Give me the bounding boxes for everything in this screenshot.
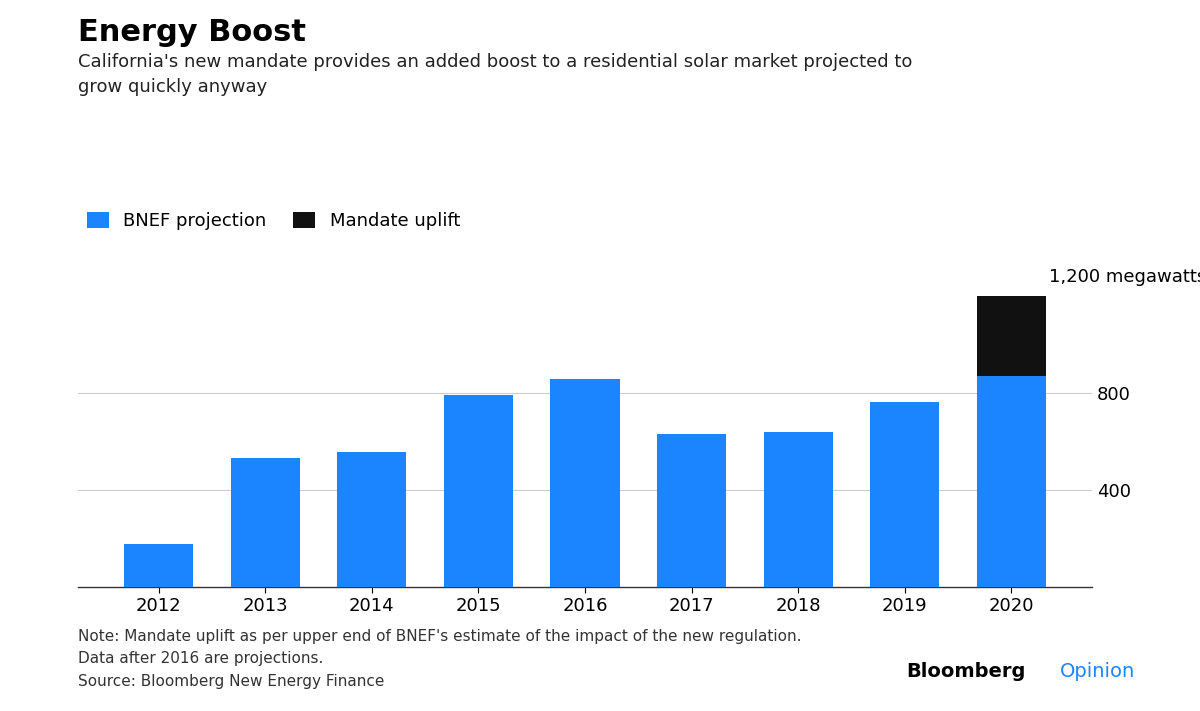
Text: Note: Mandate uplift as per upper end of BNEF's estimate of the impact of the ne: Note: Mandate uplift as per upper end of…: [78, 629, 802, 689]
Bar: [977, 376, 1046, 587]
Text: Energy Boost: Energy Boost: [78, 18, 306, 47]
Text: California's new mandate provides an added boost to a residential solar market p: California's new mandate provides an add…: [78, 53, 912, 96]
Bar: [763, 432, 833, 587]
Text: Bloomberg: Bloomberg: [906, 662, 1025, 681]
Bar: [977, 296, 1046, 376]
Legend: BNEF projection, Mandate uplift: BNEF projection, Mandate uplift: [88, 212, 460, 230]
Bar: [230, 458, 300, 587]
Bar: [551, 380, 619, 587]
Bar: [337, 452, 407, 587]
Text: Opinion: Opinion: [1060, 662, 1135, 681]
Bar: [444, 395, 514, 587]
Bar: [656, 434, 726, 587]
Text: 1,200 megawatts: 1,200 megawatts: [1049, 268, 1200, 286]
Bar: [124, 544, 193, 587]
Bar: [870, 402, 940, 587]
